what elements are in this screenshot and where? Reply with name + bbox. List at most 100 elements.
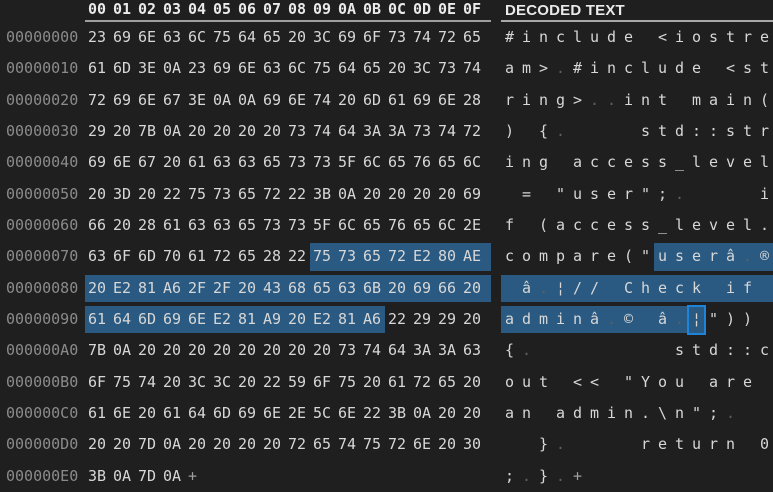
hex-byte[interactable]: 7D bbox=[138, 466, 157, 485]
hex-byte[interactable]: 20 bbox=[188, 121, 207, 140]
hex-byte[interactable]: 80 bbox=[435, 243, 460, 271]
hex-byte[interactable]: 65 bbox=[238, 247, 257, 266]
decoded-char[interactable]: s bbox=[657, 153, 668, 172]
decoded-char[interactable]: u bbox=[589, 28, 600, 46]
hex-byte[interactable]: 69 bbox=[88, 153, 107, 172]
hex-byte[interactable]: 61 bbox=[188, 153, 207, 172]
hex-byte[interactable]: 3C bbox=[213, 372, 232, 391]
decoded-char[interactable]: o bbox=[657, 372, 668, 391]
decoded-char[interactable] bbox=[603, 274, 620, 303]
hex-byte[interactable]: 20 bbox=[285, 305, 310, 334]
hex-byte[interactable]: 20 bbox=[338, 90, 357, 109]
decoded-char[interactable]: " bbox=[640, 247, 651, 266]
decoded-char[interactable]: " bbox=[623, 372, 634, 391]
hex-byte[interactable]: 20 bbox=[263, 435, 282, 454]
decoded-char[interactable] bbox=[603, 337, 620, 365]
hex-byte[interactable]: 20 bbox=[113, 215, 132, 234]
hex-byte[interactable]: 20 bbox=[313, 341, 332, 360]
decoded-char[interactable]: _ bbox=[674, 153, 685, 172]
hex-byte[interactable]: 64 bbox=[338, 121, 357, 140]
decoded-char[interactable]: n bbox=[521, 153, 532, 172]
hex-byte[interactable]: 28 bbox=[263, 247, 282, 266]
hex-byte[interactable]: 6F bbox=[113, 247, 132, 266]
hex-byte[interactable]: 22 bbox=[163, 184, 182, 203]
hex-byte[interactable]: 20 bbox=[213, 435, 232, 454]
hex-byte[interactable]: 29 bbox=[413, 309, 432, 328]
decoded-char[interactable]: ( bbox=[538, 215, 549, 234]
decoded-char[interactable]: t bbox=[538, 372, 549, 391]
decoded-char[interactable]: t bbox=[657, 121, 668, 140]
hex-byte[interactable]: 73 bbox=[213, 184, 232, 203]
decoded-char[interactable]: n bbox=[640, 90, 651, 109]
decoded-char[interactable]: i bbox=[504, 153, 515, 172]
hex-byte[interactable]: 6E bbox=[288, 90, 307, 109]
decoded-char[interactable]: e bbox=[606, 247, 617, 266]
hex-byte[interactable]: E2 bbox=[210, 305, 235, 334]
decoded-char[interactable] bbox=[739, 181, 756, 209]
decoded-char[interactable]: ; bbox=[504, 466, 515, 485]
decoded-char[interactable] bbox=[637, 337, 654, 365]
decoded-char[interactable]: s bbox=[640, 215, 651, 234]
hex-byte[interactable]: 20 bbox=[213, 341, 232, 360]
decoded-char[interactable]: a bbox=[572, 247, 583, 266]
hex-byte[interactable]: 20 bbox=[138, 403, 157, 422]
hex-byte[interactable]: 22 bbox=[288, 184, 307, 203]
hex-byte[interactable]: 74 bbox=[338, 435, 357, 454]
decoded-char[interactable] bbox=[569, 431, 586, 459]
decoded-char[interactable]: e bbox=[657, 435, 668, 454]
hex-byte[interactable]: 73 bbox=[413, 121, 432, 140]
decoded-char[interactable]: . bbox=[555, 121, 566, 140]
hex-byte[interactable]: 73 bbox=[438, 59, 457, 78]
hex-byte[interactable]: 59 bbox=[288, 372, 307, 391]
hex-byte[interactable]: 81 bbox=[135, 274, 160, 303]
decoded-char[interactable] bbox=[535, 181, 552, 209]
decoded-char[interactable]: . bbox=[606, 90, 617, 109]
hex-byte[interactable]: 20 bbox=[235, 274, 260, 303]
hex-byte[interactable]: 6C bbox=[438, 215, 457, 234]
decoded-char[interactable]: u bbox=[572, 184, 583, 203]
hex-byte[interactable]: 5F bbox=[338, 153, 357, 172]
decoded-char[interactable]: : bbox=[691, 121, 702, 140]
hex-byte[interactable]: 73 bbox=[335, 243, 360, 271]
decoded-char[interactable] bbox=[739, 400, 756, 428]
hex-byte[interactable]: 63 bbox=[213, 153, 232, 172]
hex-byte[interactable]: 64 bbox=[110, 305, 135, 334]
hex-byte[interactable]: 20 bbox=[438, 435, 457, 454]
decoded-char[interactable]: d bbox=[674, 59, 685, 78]
hex-byte[interactable]: 63 bbox=[335, 274, 360, 303]
hex-byte[interactable]: 63 bbox=[163, 28, 182, 46]
decoded-char[interactable] bbox=[671, 87, 688, 115]
hex-byte[interactable]: 63 bbox=[213, 215, 232, 234]
hex-byte[interactable]: 3A bbox=[388, 121, 407, 140]
hex-byte[interactable]: 73 bbox=[313, 153, 332, 172]
hex-byte[interactable]: 20 bbox=[163, 372, 182, 391]
decoded-char[interactable]: s bbox=[589, 184, 600, 203]
hex-byte[interactable]: 30 bbox=[463, 435, 482, 454]
hex-byte[interactable]: 75 bbox=[313, 59, 332, 78]
decoded-char[interactable]: â bbox=[722, 243, 739, 271]
hex-byte[interactable]: 20 bbox=[463, 372, 482, 391]
hex-byte[interactable]: 2E bbox=[463, 215, 482, 234]
hex-byte[interactable]: 69 bbox=[160, 305, 185, 334]
decoded-char[interactable]: a bbox=[501, 305, 518, 334]
decoded-char[interactable]: i bbox=[623, 90, 634, 109]
decoded-char[interactable]: a bbox=[555, 403, 566, 422]
decoded-char[interactable]: Y bbox=[640, 372, 651, 391]
decoded-char[interactable]: n bbox=[725, 435, 736, 454]
decoded-char[interactable]: i bbox=[722, 274, 739, 303]
decoded-char[interactable] bbox=[586, 118, 603, 146]
hex-byte[interactable]: 6E bbox=[185, 305, 210, 334]
decoded-char[interactable]: . bbox=[603, 305, 620, 334]
decoded-char[interactable]: e bbox=[606, 184, 617, 203]
hex-byte[interactable]: 5F bbox=[313, 215, 332, 234]
hex-byte[interactable]: 3E bbox=[138, 59, 157, 78]
hex-byte[interactable]: 65 bbox=[313, 435, 332, 454]
hex-byte[interactable]: 64 bbox=[388, 341, 407, 360]
decoded-char[interactable]: e bbox=[688, 243, 705, 271]
hex-byte[interactable]: 65 bbox=[413, 215, 432, 234]
hex-byte[interactable]: 6D bbox=[138, 247, 157, 266]
hex-byte[interactable]: 61 bbox=[88, 59, 107, 78]
decoded-char[interactable]: c bbox=[759, 341, 770, 360]
hex-byte[interactable]: 7B bbox=[138, 121, 157, 140]
hex-byte[interactable]: 3B bbox=[313, 184, 332, 203]
